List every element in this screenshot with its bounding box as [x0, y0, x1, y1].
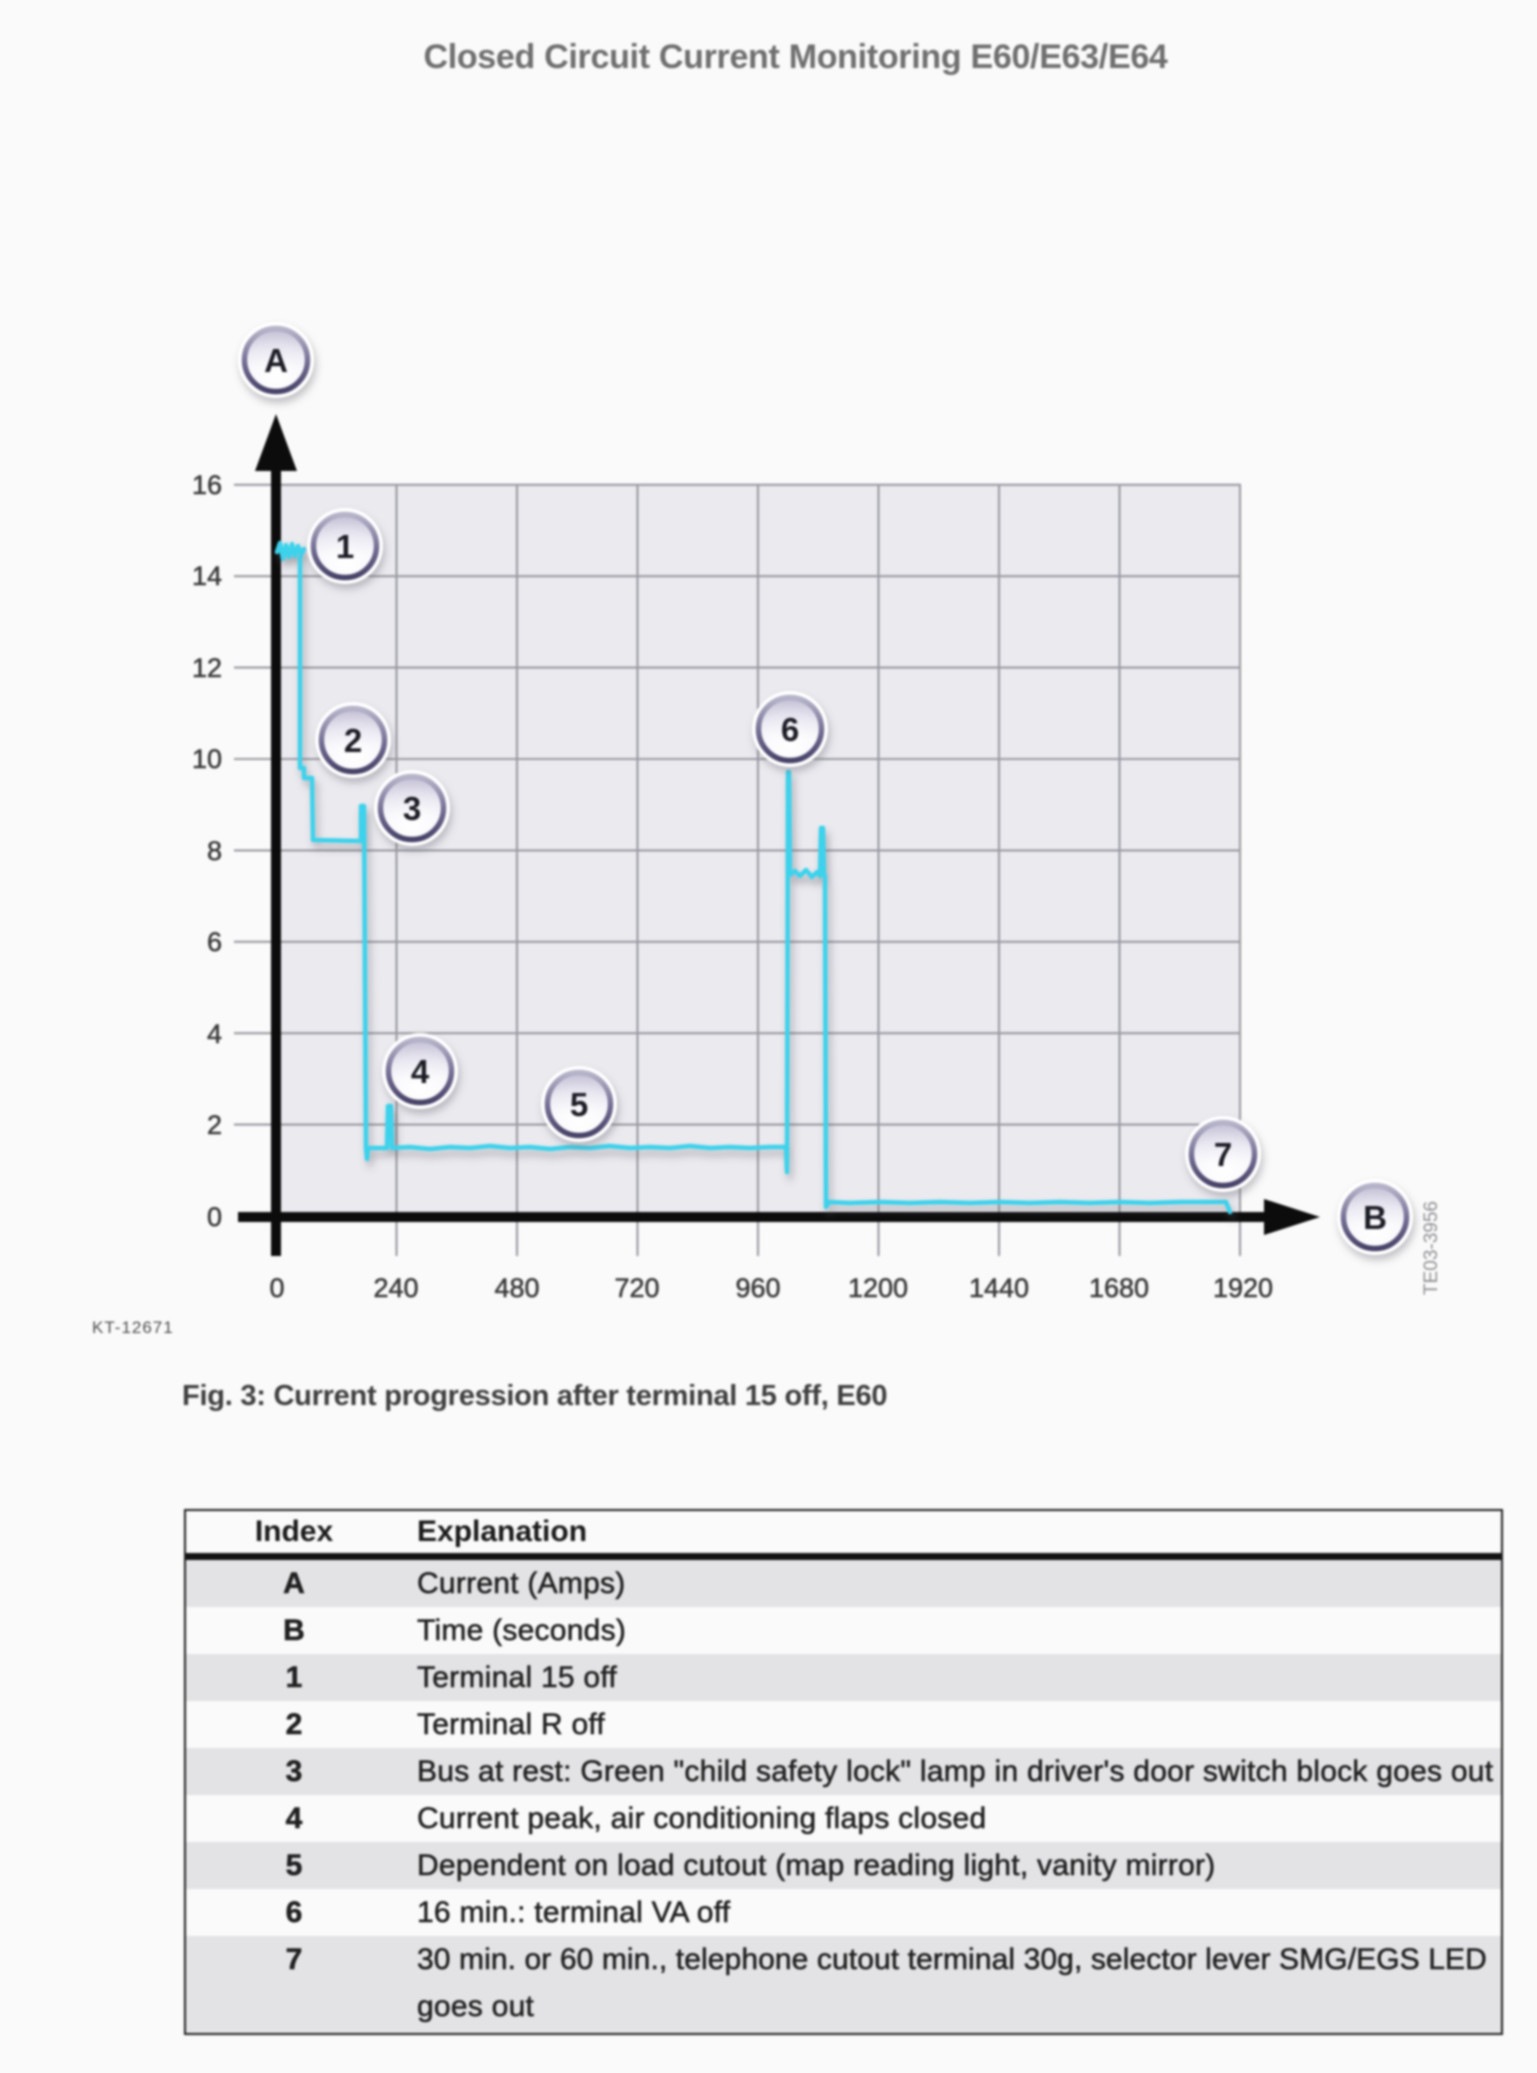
svg-text:240: 240	[373, 1273, 418, 1303]
svg-text:1680: 1680	[1089, 1273, 1149, 1303]
svg-text:3: 3	[403, 790, 421, 827]
svg-text:1: 1	[336, 528, 354, 565]
svg-text:4: 4	[207, 1019, 222, 1049]
svg-text:12: 12	[192, 653, 222, 683]
svg-text:10: 10	[192, 744, 222, 774]
svg-text:1440: 1440	[969, 1273, 1029, 1303]
svg-text:960: 960	[735, 1273, 780, 1303]
svg-text:TE03-3956: TE03-3956	[1421, 1201, 1442, 1295]
svg-text:1920: 1920	[1213, 1273, 1273, 1303]
svg-text:KT-12671: KT-12671	[92, 1318, 174, 1337]
svg-text:480: 480	[494, 1273, 539, 1303]
svg-text:2: 2	[344, 722, 362, 759]
svg-text:1200: 1200	[848, 1273, 908, 1303]
svg-text:0: 0	[269, 1273, 284, 1303]
svg-text:6: 6	[781, 711, 799, 748]
svg-text:A: A	[264, 342, 288, 379]
svg-text:14: 14	[192, 561, 222, 591]
svg-text:8: 8	[207, 836, 222, 866]
svg-text:7: 7	[1214, 1136, 1232, 1173]
svg-text:0: 0	[207, 1202, 222, 1232]
svg-text:2: 2	[207, 1110, 222, 1140]
svg-text:720: 720	[614, 1273, 659, 1303]
svg-text:B: B	[1363, 1199, 1387, 1236]
svg-text:4: 4	[411, 1053, 430, 1090]
svg-text:5: 5	[570, 1086, 588, 1123]
svg-text:16: 16	[192, 470, 222, 500]
svg-text:6: 6	[207, 927, 222, 957]
